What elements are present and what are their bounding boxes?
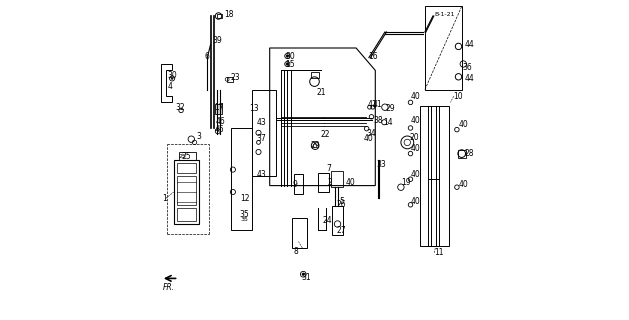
Text: 19: 19 xyxy=(401,178,411,187)
Text: 35: 35 xyxy=(239,210,249,219)
Text: 37: 37 xyxy=(256,134,266,143)
Text: 31: 31 xyxy=(302,273,311,282)
Text: 11: 11 xyxy=(435,248,444,257)
Text: 40: 40 xyxy=(411,197,420,206)
Text: 6: 6 xyxy=(204,52,209,60)
Bar xyxy=(177,208,196,221)
Text: 15: 15 xyxy=(285,60,294,68)
Bar xyxy=(217,14,221,18)
Text: 39: 39 xyxy=(213,36,223,44)
Text: 1: 1 xyxy=(162,194,167,203)
Text: FR.: FR. xyxy=(163,283,175,292)
Text: 5: 5 xyxy=(340,197,344,206)
Text: 24: 24 xyxy=(323,216,332,225)
Bar xyxy=(215,104,221,114)
Text: 28: 28 xyxy=(465,149,474,158)
Text: 30: 30 xyxy=(285,52,295,60)
Text: 22: 22 xyxy=(321,130,330,139)
Text: 40: 40 xyxy=(411,92,420,100)
Bar xyxy=(459,150,465,158)
Text: 45: 45 xyxy=(214,125,225,134)
Text: 38: 38 xyxy=(373,116,382,124)
Circle shape xyxy=(302,273,304,276)
Text: 41: 41 xyxy=(373,100,382,109)
Text: 43: 43 xyxy=(256,118,266,127)
Text: 25: 25 xyxy=(179,154,187,159)
Text: 30: 30 xyxy=(167,71,177,80)
Text: 21: 21 xyxy=(316,88,326,97)
Text: 10: 10 xyxy=(454,92,464,100)
Text: 18: 18 xyxy=(225,10,234,19)
Circle shape xyxy=(286,63,289,65)
Bar xyxy=(311,72,320,78)
Text: 23: 23 xyxy=(231,73,240,82)
Circle shape xyxy=(286,55,289,57)
Text: 7: 7 xyxy=(326,164,331,172)
Text: 36: 36 xyxy=(463,63,472,72)
Text: 44: 44 xyxy=(464,40,474,49)
Text: 25: 25 xyxy=(181,152,191,161)
Text: 26: 26 xyxy=(337,200,346,209)
Text: 40: 40 xyxy=(411,116,420,124)
Text: 46: 46 xyxy=(216,117,226,126)
Bar xyxy=(177,176,196,205)
Text: 14: 14 xyxy=(383,118,393,127)
Text: 35: 35 xyxy=(240,217,248,222)
Text: 20: 20 xyxy=(409,133,419,142)
Text: 41: 41 xyxy=(368,100,377,109)
Text: 9: 9 xyxy=(292,180,298,188)
Text: 2: 2 xyxy=(327,178,332,187)
Text: 12: 12 xyxy=(240,194,250,203)
Text: 29: 29 xyxy=(386,104,395,113)
Text: 27: 27 xyxy=(337,226,346,235)
Text: 4: 4 xyxy=(167,82,172,91)
Text: 16: 16 xyxy=(368,52,378,61)
Text: 3: 3 xyxy=(196,132,201,140)
Text: 29: 29 xyxy=(310,141,320,150)
Text: 43: 43 xyxy=(256,170,266,179)
Text: 40: 40 xyxy=(411,170,420,179)
Text: 40: 40 xyxy=(346,178,355,187)
Bar xyxy=(330,171,343,187)
Text: 40: 40 xyxy=(459,120,468,129)
Text: 40: 40 xyxy=(459,180,468,188)
Bar xyxy=(179,152,196,160)
Bar xyxy=(174,160,199,224)
Text: 8: 8 xyxy=(294,247,298,256)
Text: 40: 40 xyxy=(411,144,420,153)
Text: 44: 44 xyxy=(464,74,474,83)
Text: 34: 34 xyxy=(366,129,376,138)
Text: 33: 33 xyxy=(376,160,386,169)
Bar xyxy=(226,77,233,82)
Text: 17: 17 xyxy=(214,103,225,112)
Text: 32: 32 xyxy=(175,103,185,112)
Text: B-1-21: B-1-21 xyxy=(435,12,455,17)
Bar xyxy=(177,163,196,173)
Bar xyxy=(331,206,343,235)
Circle shape xyxy=(171,77,173,79)
Text: 13: 13 xyxy=(250,104,259,113)
Text: 40: 40 xyxy=(364,134,374,143)
